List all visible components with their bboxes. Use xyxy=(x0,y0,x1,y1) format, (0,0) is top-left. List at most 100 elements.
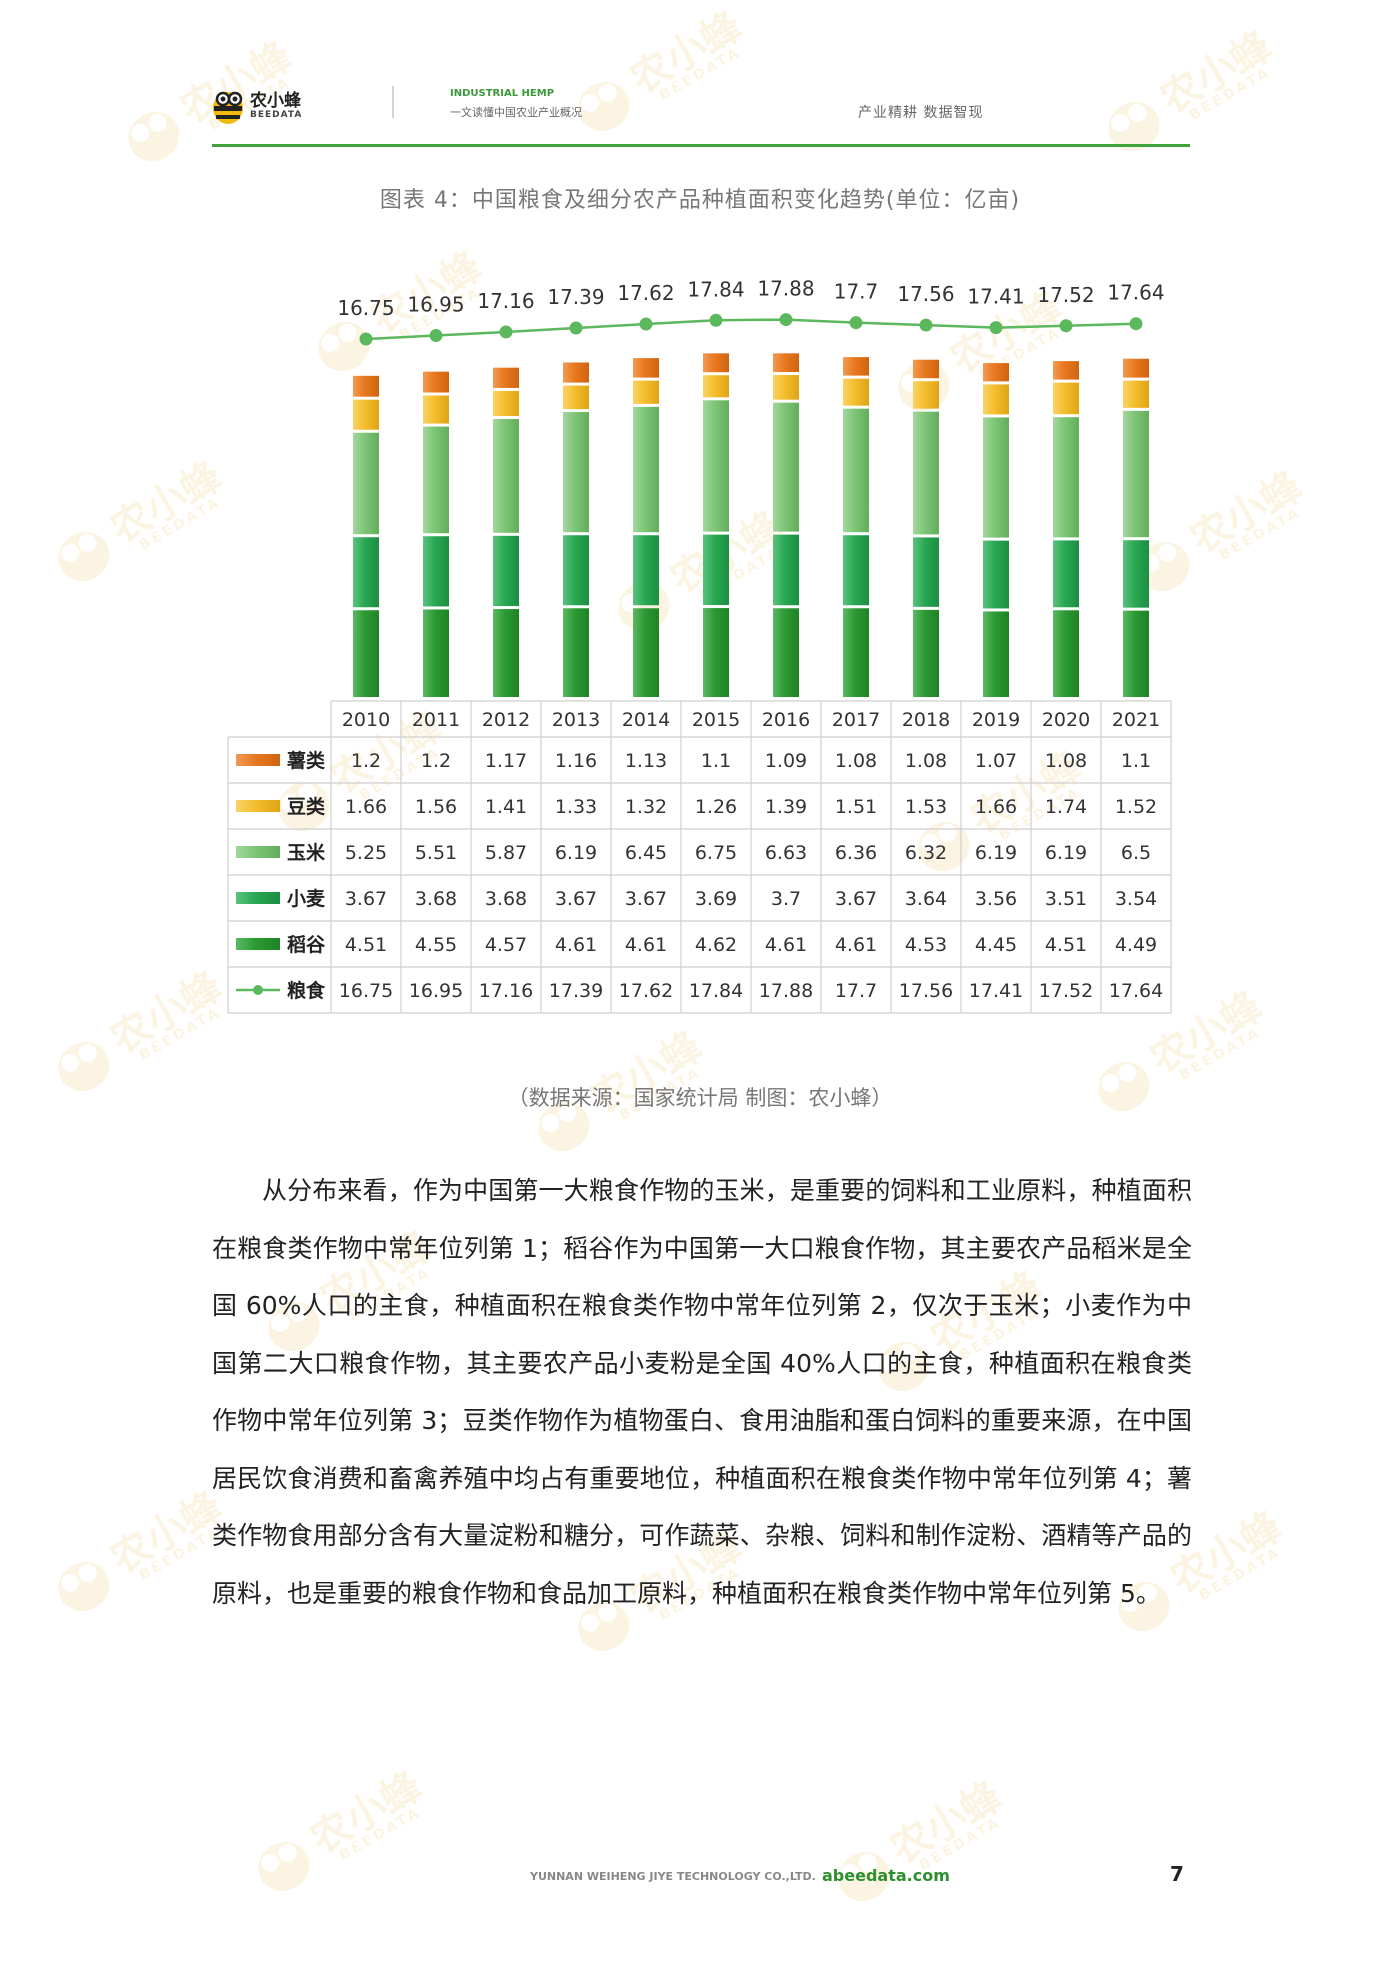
tick-label-2021: 2021 xyxy=(1112,709,1160,731)
table-cell-yumi-2021: 6.5 xyxy=(1121,842,1151,864)
table-cell-shu-2014: 1.13 xyxy=(625,750,667,772)
legend-key-shu xyxy=(236,754,280,766)
tick-label-2019: 2019 xyxy=(972,709,1020,731)
bar-yumi-2012 xyxy=(493,419,519,533)
point-total-2011 xyxy=(429,329,443,343)
table-cell-yumi-2018: 6.32 xyxy=(905,842,947,864)
legend-label-liangshi: 粮食 xyxy=(287,979,326,1002)
tick-label-2016: 2016 xyxy=(762,709,810,731)
data-label-total-2019: 17.41 xyxy=(967,285,1024,309)
brand-logo: 农小蜂 BEEDATA xyxy=(210,84,310,130)
table-cell-liangshi-2013: 17.39 xyxy=(549,980,603,1002)
table-cell-xiaomai-2021: 3.54 xyxy=(1115,888,1157,910)
bar-daogu-2021 xyxy=(1123,610,1149,697)
bar-xiaomai-2012 xyxy=(493,535,519,607)
bar-daogu-2014 xyxy=(633,608,659,697)
bar-shu-2015 xyxy=(703,353,729,373)
legend-key-xiaomai xyxy=(236,892,280,904)
data-label-total-2010: 16.75 xyxy=(337,296,394,320)
bar-xiaomai-2020 xyxy=(1053,540,1079,608)
table-cell-shu-2012: 1.17 xyxy=(485,750,527,772)
table-cell-liangshi-2010: 16.75 xyxy=(339,980,393,1002)
bar-yumi-2013 xyxy=(563,412,589,533)
bar-xiaomai-2016 xyxy=(773,534,799,606)
bar-yumi-2021 xyxy=(1123,410,1149,538)
table-cell-xiaomai-2017: 3.67 xyxy=(835,888,877,910)
legend-label-yumi: 玉米 xyxy=(287,841,326,864)
bar-xiaomai-2011 xyxy=(423,536,449,607)
table-cell-xiaomai-2012: 3.68 xyxy=(485,888,527,910)
bee-icon xyxy=(213,91,243,124)
bar-dou-2018 xyxy=(913,381,939,409)
bar-shu-2017 xyxy=(843,357,869,376)
table-cell-dou-2011: 1.56 xyxy=(415,796,457,818)
bee-icon xyxy=(258,1842,310,1892)
data-label-total-2013: 17.39 xyxy=(547,285,604,309)
table-cell-xiaomai-2020: 3.51 xyxy=(1045,888,1087,910)
bar-daogu-2013 xyxy=(563,608,589,697)
table-cell-daogu-2019: 4.45 xyxy=(975,934,1017,956)
table-cell-daogu-2020: 4.51 xyxy=(1045,934,1087,956)
point-total-2019 xyxy=(989,321,1003,335)
bar-xiaomai-2019 xyxy=(983,540,1009,609)
tick-label-2012: 2012 xyxy=(482,709,530,731)
series-title-en: INDUSTRIAL HEMP xyxy=(450,88,555,99)
table-cell-shu-2010: 1.2 xyxy=(351,750,381,772)
brand-name: 农小蜂 xyxy=(250,91,301,111)
table-cell-dou-2013: 1.33 xyxy=(555,796,597,818)
bar-daogu-2015 xyxy=(703,608,729,697)
bar-daogu-2020 xyxy=(1053,610,1079,697)
table-cell-dou-2018: 1.53 xyxy=(905,796,947,818)
data-label-total-2011: 16.95 xyxy=(407,293,464,317)
bar-dou-2011 xyxy=(423,395,449,424)
table-cell-dou-2016: 1.39 xyxy=(765,796,807,818)
table-cell-xiaomai-2013: 3.67 xyxy=(555,888,597,910)
bar-shu-2018 xyxy=(913,359,939,379)
data-label-total-2020: 17.52 xyxy=(1037,283,1094,307)
table-cell-yumi-2016: 6.63 xyxy=(765,842,807,864)
table-cell-liangshi-2015: 17.84 xyxy=(689,980,743,1002)
table-cell-daogu-2010: 4.51 xyxy=(345,934,387,956)
bar-shu-2021 xyxy=(1123,358,1149,378)
stacked-bar-chart: 16.75 16.95 17.16 17.39 17.62 17.84 17.88 17.7 1… xyxy=(227,277,1172,1014)
data-label-total-2012: 17.16 xyxy=(477,289,534,313)
table-cell-liangshi-2016: 17.88 xyxy=(759,980,813,1002)
bar-dou-2021 xyxy=(1123,380,1149,408)
table-cell-dou-2019: 1.66 xyxy=(975,796,1017,818)
table-cell-xiaomai-2019: 3.56 xyxy=(975,888,1017,910)
bar-yumi-2015 xyxy=(703,400,729,532)
table-cell-yumi-2017: 6.36 xyxy=(835,842,877,864)
tick-label-2020: 2020 xyxy=(1042,709,1090,731)
table-cell-dou-2014: 1.32 xyxy=(625,796,667,818)
bar-daogu-2012 xyxy=(493,609,519,697)
table-cell-xiaomai-2016: 3.7 xyxy=(771,888,801,910)
table-cell-liangshi-2012: 17.16 xyxy=(479,980,533,1002)
bar-yumi-2014 xyxy=(633,406,659,533)
table-cell-xiaomai-2011: 3.68 xyxy=(415,888,457,910)
footer-company: YUNNAN WEIHENG JIYE TECHNOLOGY CO.,LTD. xyxy=(530,1870,816,1883)
bar-daogu-2010 xyxy=(353,610,379,697)
footer-url[interactable]: abeedata.com xyxy=(822,1866,950,1885)
point-total-2012 xyxy=(499,325,513,339)
bar-dou-2017 xyxy=(843,378,869,406)
bar-shu-2014 xyxy=(633,358,659,378)
bar-xiaomai-2021 xyxy=(1123,540,1149,608)
table-cell-liangshi-2019: 17.41 xyxy=(969,980,1023,1002)
table-cell-daogu-2015: 4.62 xyxy=(695,934,737,956)
table-cell-daogu-2011: 4.55 xyxy=(415,934,457,956)
point-total-2014 xyxy=(639,317,653,331)
table-cell-shu-2011: 1.2 xyxy=(421,750,451,772)
tick-label-2015: 2015 xyxy=(692,709,740,731)
table-cell-xiaomai-2015: 3.69 xyxy=(695,888,737,910)
bar-xiaomai-2017 xyxy=(843,535,869,606)
tick-label-2010: 2010 xyxy=(342,709,390,731)
table-cell-yumi-2011: 5.51 xyxy=(415,842,457,864)
bar-dou-2013 xyxy=(563,385,589,410)
table-cell-daogu-2013: 4.61 xyxy=(555,934,597,956)
bar-dou-2010 xyxy=(353,399,379,430)
table-cell-daogu-2016: 4.61 xyxy=(765,934,807,956)
bar-shu-2010 xyxy=(353,375,379,397)
bar-daogu-2017 xyxy=(843,608,869,697)
header-rule xyxy=(212,144,1190,147)
